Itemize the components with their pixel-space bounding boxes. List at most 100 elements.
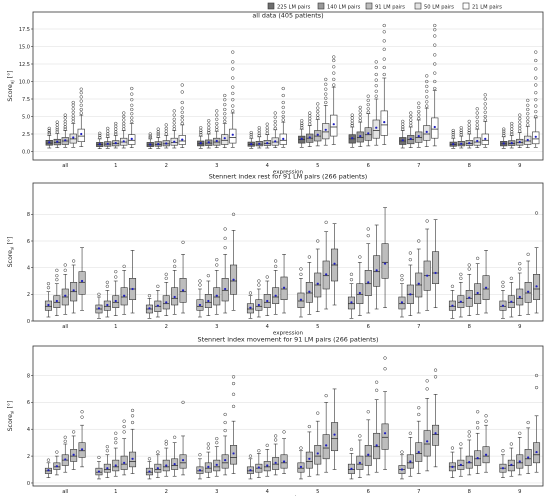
outlier — [172, 113, 176, 117]
outlier — [105, 280, 109, 284]
outlier — [308, 111, 312, 115]
mean-marker — [367, 281, 370, 284]
x-tick-label: 9 — [518, 489, 521, 495]
mean-marker — [165, 301, 168, 304]
outlier — [257, 131, 261, 135]
mean-marker — [156, 304, 159, 307]
outlier — [79, 107, 83, 112]
x-tick-label: 1 — [114, 324, 117, 330]
y-axis-label: Scoreaj [°] — [6, 70, 16, 101]
outlier — [164, 276, 168, 280]
outlier — [180, 121, 184, 126]
panel-title: all data (405 patients) — [252, 12, 323, 20]
outlier — [467, 267, 471, 271]
outlier — [476, 426, 480, 430]
y-tick-label: 0 — [27, 481, 30, 487]
box — [330, 114, 338, 137]
mean-marker — [156, 467, 159, 470]
outlier — [316, 239, 320, 243]
mean-marker — [149, 143, 152, 146]
outlier — [425, 89, 429, 93]
mean-marker — [72, 136, 75, 139]
outlier — [156, 450, 160, 454]
outlier — [207, 122, 211, 126]
legend-label: 91 LM pairs — [375, 5, 405, 11]
box — [78, 271, 86, 295]
outlier — [180, 106, 184, 110]
outlier — [215, 121, 219, 126]
outlier — [215, 441, 219, 445]
outlier — [273, 111, 277, 115]
mean-marker — [274, 140, 277, 143]
outlier — [105, 284, 109, 288]
y-tick-label: 6 — [27, 400, 30, 406]
outlier — [63, 119, 67, 124]
mean-marker — [484, 286, 488, 289]
mean-marker — [350, 301, 353, 304]
x-tick-label: 1 — [114, 163, 117, 169]
outlier — [534, 109, 538, 114]
outlier — [114, 132, 118, 136]
outlier — [148, 135, 152, 140]
outlier — [207, 130, 211, 135]
outlier — [114, 436, 118, 441]
mean-marker — [417, 450, 420, 454]
x-tick-label: 2 — [165, 489, 168, 495]
outlier — [198, 279, 202, 283]
outlier — [459, 133, 463, 137]
outlier — [417, 101, 421, 105]
outlier — [483, 102, 487, 106]
outlier — [47, 132, 51, 136]
outlier — [417, 113, 421, 117]
outlier — [459, 130, 463, 135]
outlier — [71, 116, 75, 121]
outlier — [358, 434, 362, 438]
mean-marker — [358, 291, 361, 295]
y-tick-label: 4 — [27, 427, 30, 433]
outlier — [172, 127, 176, 131]
outlier — [417, 406, 421, 410]
outlier — [350, 116, 354, 120]
outlier — [172, 109, 176, 113]
mean-marker — [299, 298, 303, 301]
outlier — [300, 123, 304, 128]
mean-marker — [476, 139, 479, 143]
outlier — [475, 126, 479, 130]
outlier — [274, 438, 278, 442]
outlier — [433, 43, 437, 47]
outlier — [257, 133, 261, 138]
outlier — [526, 116, 530, 120]
outlier — [324, 393, 328, 398]
outlier — [199, 133, 203, 137]
mean-marker — [232, 452, 235, 455]
outlier — [324, 92, 328, 96]
outlier — [358, 116, 362, 120]
mean-marker — [106, 303, 109, 307]
mean-marker — [266, 299, 269, 303]
mean-marker — [351, 137, 354, 140]
outlier — [374, 89, 378, 93]
outlier — [180, 83, 184, 87]
outlier — [476, 420, 480, 425]
outlier — [147, 457, 152, 461]
outlier — [215, 128, 219, 132]
mean-marker — [198, 469, 202, 472]
outlier — [198, 453, 202, 457]
outlier — [274, 264, 278, 268]
mean-marker — [114, 142, 117, 145]
mean-marker — [131, 287, 134, 291]
outlier — [63, 127, 67, 131]
outlier — [417, 116, 421, 121]
outlier — [265, 443, 269, 448]
outlier — [510, 132, 514, 136]
outlier — [366, 227, 370, 231]
outlier — [425, 387, 429, 391]
y-tick-label: 10.0 — [19, 79, 30, 85]
legend: 225 LM pairs 140 LM pairs 91 LM pairs 50 LM… — [267, 2, 502, 11]
outlier — [164, 442, 168, 446]
outlier — [257, 279, 261, 283]
mean-marker — [257, 466, 260, 469]
outlier — [257, 449, 261, 453]
x-tick-label: 2 — [165, 163, 168, 169]
outlier — [46, 286, 51, 290]
